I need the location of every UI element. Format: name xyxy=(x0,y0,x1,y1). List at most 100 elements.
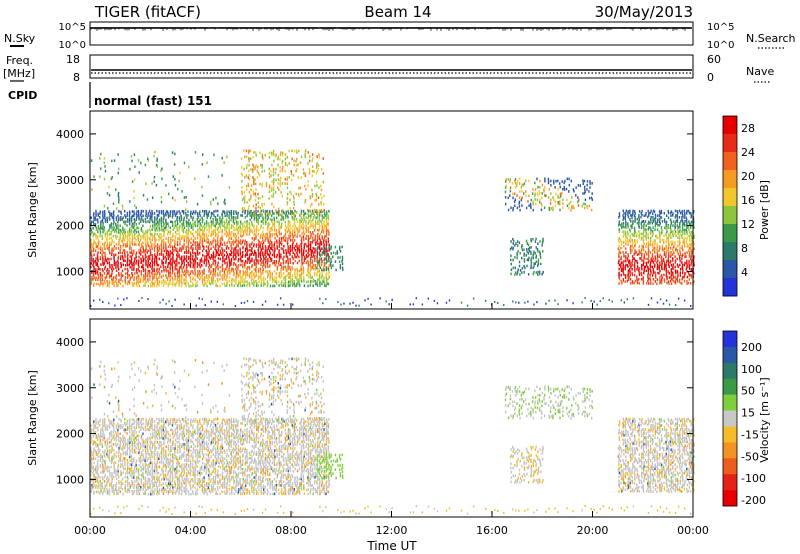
power-cell xyxy=(663,253,666,256)
power-cell xyxy=(239,251,242,255)
power-cell xyxy=(311,202,313,206)
power-cell xyxy=(663,266,666,269)
power-cell xyxy=(308,214,310,218)
power-cell xyxy=(172,234,174,238)
power-cell xyxy=(272,170,275,174)
power-cell xyxy=(188,224,190,227)
power-cell xyxy=(101,268,104,271)
power-cell xyxy=(90,245,92,248)
power-cell xyxy=(632,234,634,237)
power-cell xyxy=(212,253,215,257)
power-cell xyxy=(318,211,320,215)
power-cell xyxy=(286,186,289,190)
power-cell xyxy=(655,276,657,279)
power-cell xyxy=(273,228,276,232)
power-cell xyxy=(176,210,178,214)
power-cell xyxy=(158,235,160,238)
power-cell xyxy=(308,159,311,163)
power-cell xyxy=(151,196,154,200)
power-cell xyxy=(281,153,284,157)
power-cell xyxy=(276,241,278,244)
power-cell xyxy=(121,218,124,221)
power-cell xyxy=(305,188,307,191)
power-cell xyxy=(272,167,275,171)
power-cell xyxy=(294,284,296,288)
power-cell xyxy=(255,203,257,206)
power-cell xyxy=(289,249,292,252)
power-cell xyxy=(97,220,99,224)
power-cell xyxy=(300,192,302,196)
power-cell xyxy=(173,226,176,230)
power-cell xyxy=(118,238,120,242)
power-cell xyxy=(219,284,221,288)
power-cell xyxy=(273,251,275,255)
power-cell xyxy=(311,249,314,253)
power-cell xyxy=(304,174,307,177)
power-cell xyxy=(662,248,665,252)
power-cell xyxy=(631,261,633,265)
power-cell xyxy=(307,184,309,187)
power-cell xyxy=(304,151,307,154)
power-cell xyxy=(530,198,532,202)
power-cell xyxy=(133,263,135,267)
power-cell xyxy=(151,271,153,275)
power-cell xyxy=(692,259,695,263)
power-cell xyxy=(618,273,620,277)
power-cell xyxy=(122,284,124,288)
power-cell xyxy=(99,257,102,261)
power-cell xyxy=(167,222,169,226)
power-cell xyxy=(274,220,276,224)
power-cell xyxy=(583,185,586,189)
power-cell xyxy=(555,179,557,183)
power-cell xyxy=(672,273,674,277)
power-cell xyxy=(633,232,635,236)
power-cell xyxy=(221,230,223,234)
power-cell xyxy=(248,233,251,236)
power-cell xyxy=(320,220,323,224)
power-cell xyxy=(287,261,289,264)
power-cell xyxy=(563,181,565,185)
power-cell xyxy=(645,269,647,273)
power-cell xyxy=(306,208,309,212)
power-cell xyxy=(110,214,113,217)
power-cell xyxy=(255,209,257,213)
power-cell xyxy=(292,224,294,228)
power-cell xyxy=(106,284,109,288)
power-cell xyxy=(145,261,147,265)
power-cell xyxy=(108,282,110,285)
power-cell xyxy=(645,211,647,215)
power-cell xyxy=(681,218,683,222)
power-cell xyxy=(645,214,647,217)
power-cell xyxy=(321,222,323,226)
power-cell xyxy=(91,230,93,234)
power-cell xyxy=(287,209,289,213)
power-cell xyxy=(622,269,624,273)
power-cell xyxy=(676,251,679,254)
power-cell xyxy=(216,228,219,231)
power-cell xyxy=(117,260,119,263)
power-cell xyxy=(629,275,631,279)
power-cell xyxy=(264,253,266,256)
power-cell xyxy=(253,180,255,183)
power-cell xyxy=(672,212,674,215)
power-cell xyxy=(679,221,681,225)
power-cell xyxy=(685,224,688,228)
power-cell xyxy=(226,275,228,279)
power-cell xyxy=(321,214,323,217)
power-cell xyxy=(318,213,321,217)
power-cell xyxy=(94,259,97,263)
power-cell xyxy=(179,235,181,238)
power-cell xyxy=(170,241,172,244)
power-cell xyxy=(146,274,149,278)
power-cell xyxy=(505,178,507,181)
power-cell xyxy=(255,272,257,275)
power-cell xyxy=(194,251,196,255)
power-cell xyxy=(531,192,534,195)
power-cell xyxy=(228,279,230,283)
power-cell xyxy=(167,265,169,269)
power-cell xyxy=(152,276,154,279)
power-cell xyxy=(233,210,235,213)
power-cell xyxy=(224,202,226,205)
power-cell xyxy=(176,218,178,221)
power-cell xyxy=(177,237,179,240)
